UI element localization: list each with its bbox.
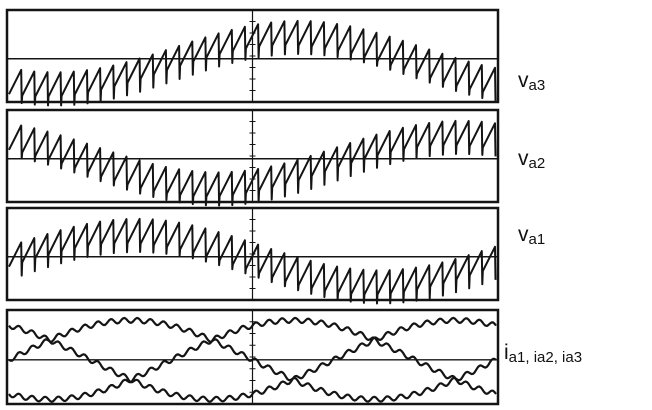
trace-ia3 xyxy=(8,316,497,403)
trace-va1 xyxy=(8,217,497,305)
trace-ia1 xyxy=(8,316,497,403)
panel-label-va3: va3 xyxy=(518,69,546,94)
panel-label-ia: ia1, ia2, ia3 xyxy=(504,341,583,366)
trace-va2 xyxy=(8,119,497,207)
trace-ia2 xyxy=(8,316,497,403)
trace-va3 xyxy=(8,19,497,107)
panel-label-va2: va2 xyxy=(518,147,546,172)
panel-label-va1: va1 xyxy=(518,223,546,248)
